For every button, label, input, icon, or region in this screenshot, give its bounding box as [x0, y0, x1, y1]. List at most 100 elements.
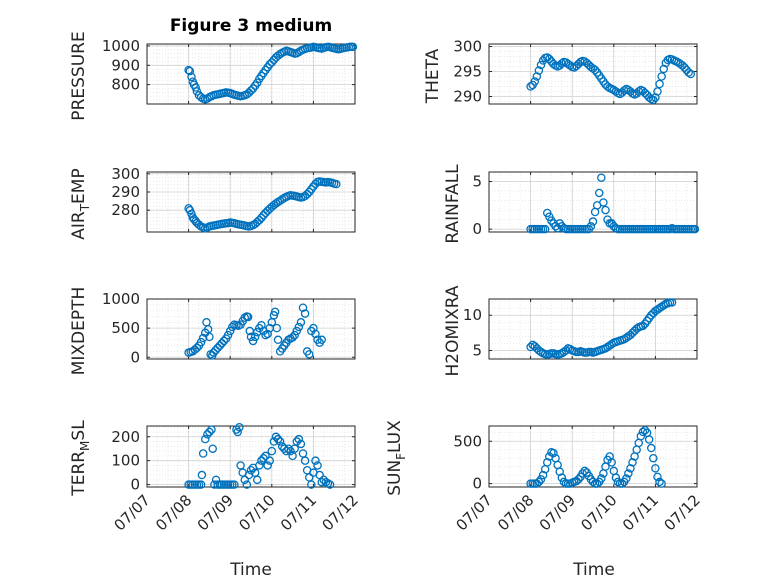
data-point	[273, 197, 283, 207]
y-tick-label: 0	[472, 220, 482, 238]
data-point	[313, 461, 322, 470]
data-point	[332, 179, 341, 189]
ylabel-rainfall: RAINFALL	[443, 164, 463, 244]
data-point	[588, 477, 598, 487]
y-tick-label: 900	[111, 56, 140, 74]
data-point	[640, 88, 650, 98]
data-point	[267, 446, 277, 456]
ylabel-terr-sub: M	[78, 441, 92, 451]
data-point	[592, 479, 602, 488]
xlabel-right: Time	[572, 560, 615, 580]
data-point	[536, 475, 546, 484]
y-tick-label: 280	[111, 201, 140, 219]
data-point	[611, 87, 621, 96]
data-point	[304, 350, 314, 359]
y-tick-label: 1000	[102, 37, 140, 55]
ylabel-air-temp-rest: EMP	[69, 168, 89, 204]
y-tick-label: 500	[111, 319, 140, 337]
data-point	[651, 464, 660, 473]
data-point	[275, 437, 285, 446]
data-point	[649, 95, 658, 105]
data-point	[205, 332, 214, 342]
data-point	[191, 83, 200, 92]
data-point	[296, 439, 306, 449]
data-point	[586, 222, 596, 231]
ylabel-air-temp-main: AIR	[69, 211, 89, 240]
data-point	[211, 346, 220, 355]
axes-box	[146, 298, 356, 360]
data-point	[686, 69, 696, 79]
data-point	[198, 449, 208, 458]
data-point	[223, 330, 233, 340]
x-tick-label: 07/07	[453, 491, 496, 534]
data-point	[257, 456, 266, 465]
data-point	[557, 59, 567, 68]
data-point	[197, 470, 207, 480]
data-point	[534, 66, 544, 75]
data-point	[530, 77, 540, 86]
ylabel-pressure: PRESSURE	[69, 31, 89, 120]
data-point	[270, 307, 280, 317]
axes-box	[146, 425, 356, 488]
data-point	[555, 467, 564, 476]
data-point	[217, 339, 227, 348]
data-point	[196, 337, 206, 347]
data-point	[690, 224, 700, 234]
data-point	[649, 453, 658, 463]
data-point	[599, 198, 608, 207]
data-point	[634, 87, 644, 96]
data-point	[252, 475, 262, 485]
data-point	[273, 335, 283, 345]
data-point	[263, 329, 272, 339]
data-point	[196, 480, 206, 489]
data-point	[300, 456, 310, 465]
data-point	[215, 341, 225, 350]
data-point	[255, 461, 264, 470]
data-point	[259, 211, 268, 220]
data-point	[628, 458, 637, 467]
data-point	[230, 480, 239, 489]
ylabel-sun-rest: LUX	[385, 420, 405, 453]
data-point	[200, 434, 210, 444]
figure-title: Figure 3 medium	[170, 16, 332, 36]
data-point	[601, 205, 610, 215]
data-point	[317, 335, 326, 345]
y-tick-label: 300	[453, 38, 482, 56]
ylabel-air-temp: AIRTEMP	[69, 168, 92, 239]
data-point	[302, 189, 312, 199]
ylabel-sun-main: SUN	[385, 460, 405, 496]
x-tick-label: 07/08	[152, 491, 195, 534]
y-tick-label: 800	[111, 76, 140, 94]
data-point	[252, 327, 262, 337]
data-point	[246, 332, 256, 342]
data-point	[597, 173, 606, 182]
data-point	[684, 68, 693, 77]
data-point	[187, 72, 196, 82]
data-point	[243, 312, 253, 322]
data-point	[273, 434, 283, 444]
data-point	[225, 326, 235, 336]
subplot-1: 290 295 300	[453, 38, 698, 106]
data-point	[607, 458, 616, 467]
subplot-3: 05	[472, 171, 700, 238]
data-point	[290, 330, 299, 340]
data-point	[553, 223, 562, 233]
data-point	[622, 474, 631, 483]
data-point	[619, 86, 629, 95]
data-point	[296, 318, 306, 327]
x-tick-label: 07/12	[319, 491, 362, 534]
data-point	[678, 61, 687, 70]
subplot-4: 0 500 1000	[102, 290, 356, 366]
data-point	[653, 472, 662, 482]
data-point	[298, 303, 308, 312]
data-point	[240, 475, 250, 485]
y-tick-label: 5	[472, 342, 482, 360]
data-point	[644, 93, 654, 102]
data-point	[536, 60, 546, 70]
y-tick-label: 200	[111, 428, 140, 446]
data-point	[271, 199, 281, 208]
data-point	[282, 446, 291, 456]
y-tick-label: 290	[111, 183, 140, 201]
